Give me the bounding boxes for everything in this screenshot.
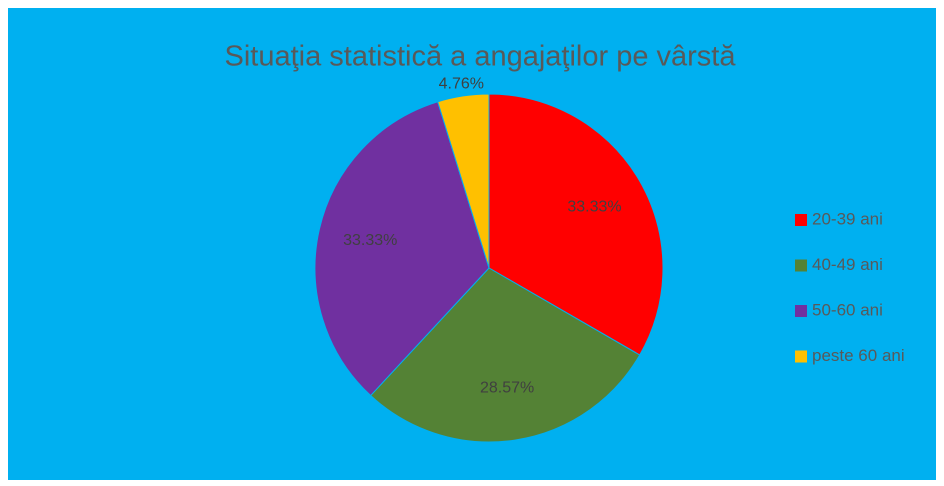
legend-label: 20-39 ani [812,209,883,228]
legend-swatch [795,214,807,226]
chart-title: Situaţia statistică a angajaţilor pe vâr… [225,41,737,73]
legend-label: peste 60 ani [812,346,905,365]
legend-swatch [795,305,807,317]
data-label: 33.33% [567,198,621,215]
pie-slice [437,93,490,269]
legend-swatch [795,259,807,272]
pie-slice [488,93,664,356]
data-label: 28.57% [480,380,534,397]
pie-slice [369,267,641,443]
legend-label: 50-60 ani [812,300,883,319]
legend-swatch [795,350,807,363]
legend-label: 40-49 ani [812,255,883,274]
pie-slice [314,101,490,397]
data-label: 4.76% [439,75,484,92]
data-label: 33.33% [343,232,397,249]
